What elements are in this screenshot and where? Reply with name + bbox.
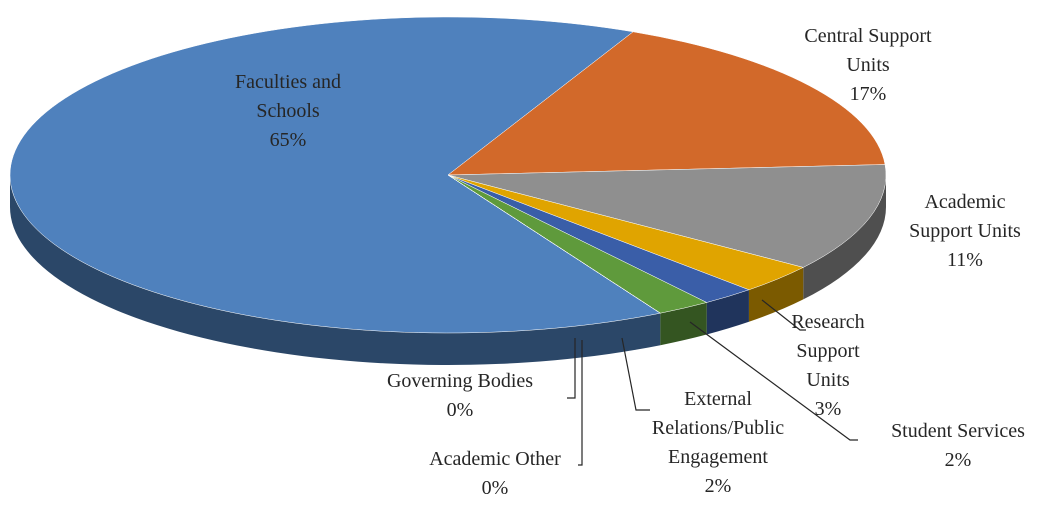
label-line: Academic (924, 191, 1005, 213)
label-line: Units (806, 369, 850, 391)
slice-label: Academic Support Units (909, 191, 1021, 242)
slice-side (748, 267, 804, 322)
slice-side (660, 302, 707, 346)
label-line: Schools (256, 100, 320, 122)
label-line: Units (846, 54, 890, 76)
leader-line (578, 340, 583, 466)
slice-value-label: 65% (270, 129, 307, 151)
slice (9, 16, 661, 334)
slice (447, 174, 708, 314)
slice-value-label: 2% (705, 475, 732, 497)
slice-value-label: 11% (947, 249, 983, 271)
slice-side (10, 175, 661, 365)
slice-label: External Relations/Public Engagement (652, 388, 784, 468)
slice-side (706, 289, 749, 335)
label-line: Engagement (668, 446, 768, 468)
slice-label: Governing Bodies (387, 370, 533, 392)
slice-label: Academic Other (429, 448, 561, 470)
leader-line (621, 337, 650, 411)
slice (447, 31, 886, 176)
label-line: Support (796, 340, 860, 362)
slice-value-label: 2% (945, 449, 972, 471)
label-line: Central Support (804, 25, 932, 47)
label-line: Student Services (891, 420, 1025, 442)
label-line: Relations/Public (652, 417, 784, 439)
slice-label: Central Support Units (804, 25, 932, 76)
slice-value-label: 17% (850, 83, 887, 105)
label-line: Support Units (909, 220, 1021, 242)
leader-line (689, 321, 858, 441)
label-line: Research (791, 311, 864, 333)
label-line: External (684, 388, 752, 410)
slice-value-label: 0% (447, 399, 474, 421)
leader-line (761, 299, 806, 331)
slice-value-label: 0% (482, 477, 509, 499)
label-line: Governing Bodies (387, 370, 533, 392)
label-line: Faculties and (235, 71, 341, 93)
slice-label: Research Support Units (791, 311, 864, 391)
slice-label: Faculties and Schools (235, 71, 341, 122)
slice-value-label: 3% (815, 398, 842, 420)
label-line: Academic Other (429, 448, 561, 470)
slice (447, 164, 887, 268)
slice-label: Student Services (891, 420, 1025, 442)
leader-line (567, 338, 576, 399)
slice-side (803, 175, 886, 300)
